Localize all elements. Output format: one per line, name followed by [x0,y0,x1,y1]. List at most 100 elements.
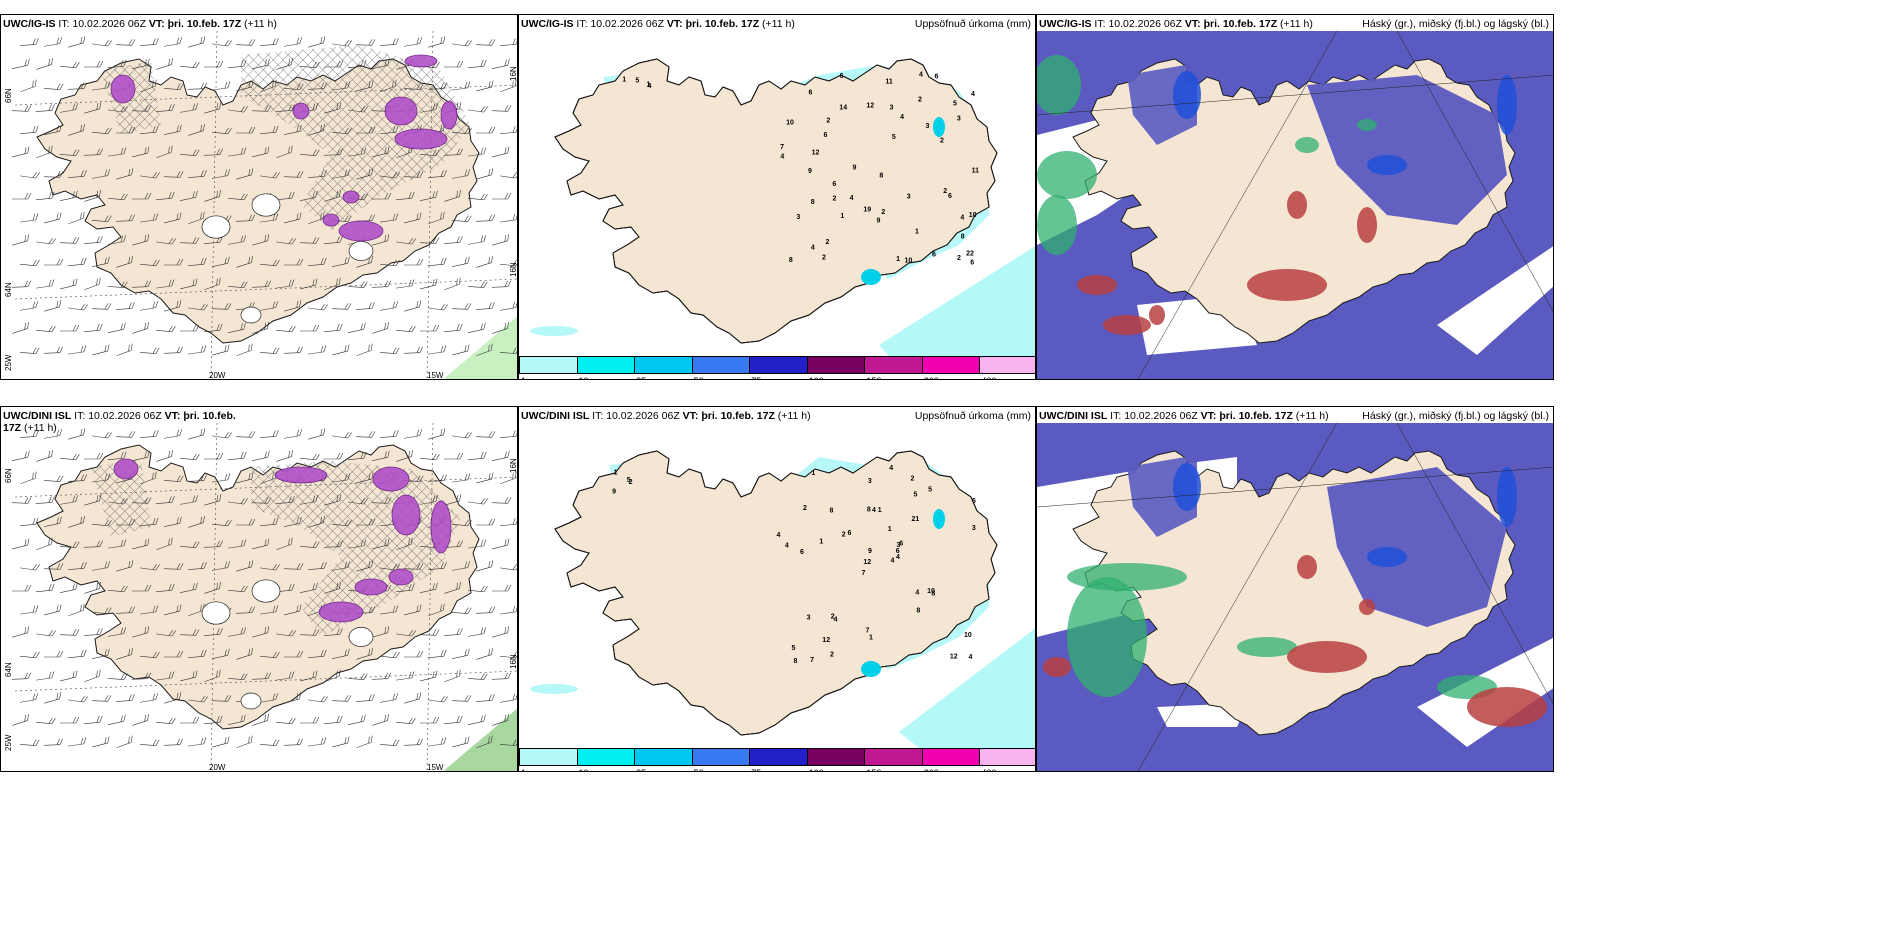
precip-amount-label: 11 [885,79,893,86]
precip-amount-label: 3 [896,542,900,549]
lat-label-right: 16N [509,458,518,473]
precip-amount-label: 7 [780,144,784,151]
colorbar-swatch [979,748,1035,766]
precip-amount-label: 10 [964,632,972,639]
precip-amount-label: 6 [932,252,936,259]
precip-amount-label: 1 [878,507,882,514]
colorbar-swatch [979,356,1035,374]
colorbar-tick: 75 [751,376,761,379]
panel-header: UWC/IG-IS IT: 10.02.2026 06Z VT: þri. 10… [1039,18,1313,30]
precip-amount-label: 3 [796,214,800,221]
lon-label: 15W [427,371,444,380]
precip-amount-label: 19 [863,206,871,213]
precip-amount-label: 3 [926,123,930,130]
precip-amount-label: 3 [957,115,961,122]
precip-amount-label: 5 [913,492,917,499]
precip-amount-label: 4 [889,465,893,472]
lon-label: 15W [427,763,444,772]
panel-header: UWC/IG-IS IT: 10.02.2026 06Z VT: þri. 10… [521,18,795,30]
precip-amount-label: 5 [627,477,631,484]
colorbar-swatch [519,748,578,766]
precip-amount-label: 4 [776,532,780,539]
precip-amount-label: 3 [890,104,894,111]
precip-amount-label: 6 [840,73,844,80]
precip-amount-label: 2 [957,255,961,262]
lat-label: 64N [4,282,13,297]
precip-amount-label: 1 [840,213,844,220]
precip-amount-label: 8 [793,658,797,665]
precip-amount-label: 7 [861,570,865,577]
lat-label: 64N [4,662,13,677]
precip-amount-label: 10 [969,212,977,219]
colorbar-swatch [864,748,923,766]
accum-precip-map: 1154910444566213867612223485681142691112… [530,58,1035,356]
precip-amount-label: 1 [811,470,815,477]
precip-amount-label: 9 [612,488,616,495]
precip-amount-label: 2 [822,254,826,261]
precip-amount-label: 4 [780,154,784,161]
colorbar-tick: 10 [579,768,589,771]
colorbar-tick: 100 [809,376,824,379]
colorbar-tick: 400 [981,376,996,379]
precip-amount-label: 6 [935,74,939,81]
precip-amount-label: 4 [969,654,973,661]
precip-amount-label: 2 [826,118,830,125]
panel-header: UWC/DINI ISL IT: 10.02.2026 06Z VT: þri.… [1039,410,1329,422]
precip-amount-label: 8 [829,507,833,514]
precip-amount-label: 8 [916,607,920,614]
panel-title: Háský (gr.), miðský (fj.bl.) og lágský (… [1362,18,1549,30]
precip-amount-label: 9 [876,218,880,225]
colorbar-swatch [806,356,866,374]
precip-amount-label: 8 [961,233,965,240]
precip-amount-label: 2 [831,613,835,620]
colorbar-swatch [519,356,578,374]
precip-amount-label: 4 [850,195,854,202]
colorbar-swatch [921,356,981,374]
precip-amount-label: 1 [614,469,618,476]
precip-amount-label: 5 [892,134,896,141]
lat-label-right: 16N [509,66,518,81]
precip-amount-label: 2 [629,479,633,486]
colorbar-swatch [806,748,866,766]
precip-amount-label: 1 [896,256,900,263]
lat-label: 25W [4,354,13,371]
colorbar-swatch [691,748,751,766]
precip-amount-label: 4 [960,214,964,221]
panel-header: UWC/DINI ISL IT: 10.02.2026 06Z VT: þri.… [3,410,236,434]
colorbar-tick: 10 [579,376,589,379]
precip-amount-label: 9 [868,548,872,555]
precip-amount-label: 4 [785,543,789,550]
lat-label: 66N [4,468,13,483]
precip-amount-label: 4 [915,589,919,596]
precip-amount-label: 8 [931,591,935,598]
map-panel-2: UWC/IG-IS IT: 10.02.2026 06Z VT: þri. 10… [518,14,1036,380]
colorbar-tick: 25 [636,768,646,771]
precip-amount-label: 4 [872,507,876,514]
panel-title: Uppsöfnuð úrkoma (mm) [914,410,1031,422]
colorbar-tick: 1 [521,376,526,379]
colorbar-swatch [864,356,923,374]
precip-amount-label: 2 [940,138,944,145]
precip-amount-label: 2 [910,475,914,482]
precip-amount-label: 2 [825,239,829,246]
precip-amount-label: 3 [868,478,872,485]
precip-amount-label: 2 [918,96,922,103]
precip-amount-label: 5 [791,645,795,652]
precip-amount-label: 9 [853,165,857,172]
cloud-cover-map [1037,30,1553,379]
precip-amount-label: 5 [635,78,639,85]
precip-amount-label: 4 [811,244,815,251]
precip-amount-label: 6 [808,90,812,97]
colorbar-tick: 75 [751,768,761,771]
precip-amount-label: 3 [807,615,811,622]
colorbar-tick: 200 [924,768,939,771]
precip-amount-label: 12 [812,150,820,157]
lat-label: 25W [4,734,13,751]
precip-amount-label: 2 [803,505,807,512]
precip-amount-label: 21 [912,516,920,523]
precip-amount-label: 4 [896,554,900,561]
colorbar-tick: 400 [981,768,996,771]
colorbar-tick: 150 [866,376,881,379]
precip-amount-label: 4 [900,114,904,121]
precip-amount-label: 3 [972,525,976,532]
